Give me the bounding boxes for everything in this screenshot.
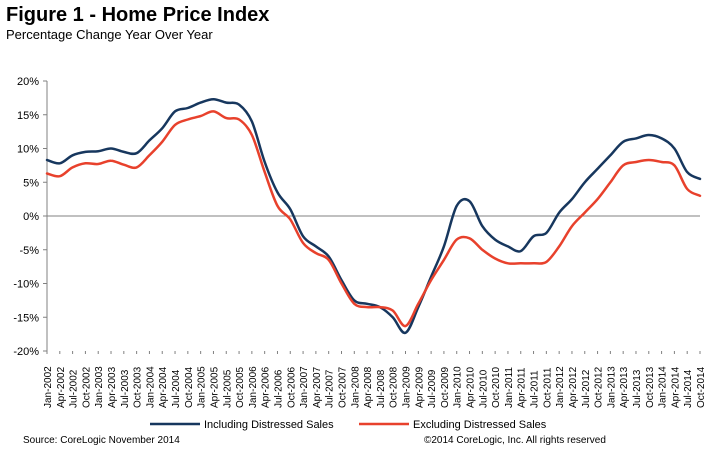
x-tick-label: Jan-2009 [402, 366, 413, 408]
legend-including-label: Including Distressed Sales [204, 419, 334, 431]
x-tick-label: Apr-2008 [363, 366, 374, 408]
x-tick-label: Oct-2006 [286, 366, 297, 408]
x-tick-label: Oct-2012 [594, 366, 605, 408]
x-tick-label: Apr-2007 [312, 366, 323, 408]
y-tick-label: 10% [17, 144, 39, 156]
x-tick-label: Jul-2012 [581, 369, 592, 408]
x-tick-label: Apr-2011 [517, 367, 528, 408]
x-tick-label: Jan-2002 [43, 366, 54, 408]
x-tick-label: Jul-2002 [69, 369, 80, 408]
x-tick-label: Jan-2004 [145, 366, 156, 408]
chart-axes: 20%15%10%5%0%-5%-10%-15%-20%Jan-2002 Apr-… [13, 76, 707, 408]
x-tick-label: Jan-2003 [94, 366, 105, 408]
x-tick-label: Apr-2012 [568, 366, 579, 408]
x-tick-label: Oct-2013 [645, 366, 656, 408]
x-tick-label: Jan-2006 [248, 366, 259, 408]
x-tick-label: Apr-2002 [56, 366, 67, 408]
x-tick-label: Oct-2008 [389, 366, 400, 408]
x-tick-label: Jul-2013 [632, 369, 643, 408]
series-line-excluding [45, 110, 702, 328]
x-tick-label: Oct-2007 [337, 366, 348, 408]
x-tick-label: Apr-2010 [466, 366, 477, 408]
copyright-note: ©2014 CoreLogic, Inc. All rights reserve… [424, 435, 606, 446]
x-tick-label: Jan-2014 [658, 366, 669, 408]
source-note: Source: CoreLogic November 2014 [23, 435, 180, 446]
chart-series [45, 97, 702, 335]
legend-excluding-label: Excluding Distressed Sales [413, 419, 547, 431]
x-tick-label: Jan-2008 [350, 366, 361, 408]
x-tick-label: Jan-2012 [555, 366, 566, 408]
x-tick-label: Oct-2005 [235, 366, 246, 408]
x-tick-label: Oct-2011 [542, 367, 553, 408]
x-tick-label: Apr-2013 [619, 366, 630, 408]
y-tick-label: 0% [23, 211, 39, 223]
y-tick-label: -5% [19, 245, 39, 257]
x-tick-label: Jul-2010 [478, 369, 489, 408]
y-tick-label: -15% [13, 312, 39, 324]
x-tick-label: Jan-2005 [197, 366, 208, 408]
page-subtitle: Percentage Change Year Over Year [6, 27, 213, 42]
x-tick-label: Jul-2008 [376, 369, 387, 408]
series-line-including [45, 97, 702, 335]
x-tick-label: Oct-2004 [184, 366, 195, 408]
x-tick-label: Jan-2013 [606, 366, 617, 408]
x-tick-label: Jan-2010 [453, 366, 464, 408]
x-tick-label: Jul-2011 [530, 370, 541, 408]
x-tick-label: Apr-2005 [209, 366, 220, 408]
x-tick-label: Apr-2004 [158, 366, 169, 408]
y-tick-label: 20% [17, 76, 39, 88]
x-tick-label: Jul-2009 [427, 369, 438, 408]
x-tick-label: Apr-2006 [261, 366, 272, 408]
x-tick-label: Jul-2014 [683, 369, 694, 408]
x-tick-label: Jan-2007 [299, 366, 310, 408]
y-tick-label: 5% [23, 177, 39, 189]
chart-legend: Including Distressed Sales Excluding Dist… [150, 419, 547, 431]
x-tick-label: Apr-2003 [107, 366, 118, 408]
x-tick-label: Oct-2014 [696, 366, 707, 408]
x-tick-label: Oct-2009 [440, 366, 451, 408]
x-tick-label: Apr-2009 [414, 366, 425, 408]
x-tick-label: Jul-2003 [120, 369, 131, 408]
y-tick-label: 15% [17, 110, 39, 122]
x-tick-label: Oct-2002 [81, 366, 92, 408]
x-tick-label: Jul-2007 [325, 369, 336, 408]
x-tick-label: Oct-2010 [491, 366, 502, 408]
x-tick-label: Jul-2004 [171, 369, 182, 408]
x-tick-label: Jul-2005 [222, 369, 233, 408]
x-tick-label: Apr-2014 [670, 366, 681, 408]
y-tick-label: -20% [13, 346, 39, 358]
page-title: Figure 1 - Home Price Index [6, 4, 270, 26]
x-tick-label: Jan-2011 [504, 367, 515, 408]
x-tick-label: Jul-2006 [273, 369, 284, 408]
y-tick-label: -10% [13, 279, 39, 291]
x-tick-label: Oct-2003 [133, 366, 144, 408]
